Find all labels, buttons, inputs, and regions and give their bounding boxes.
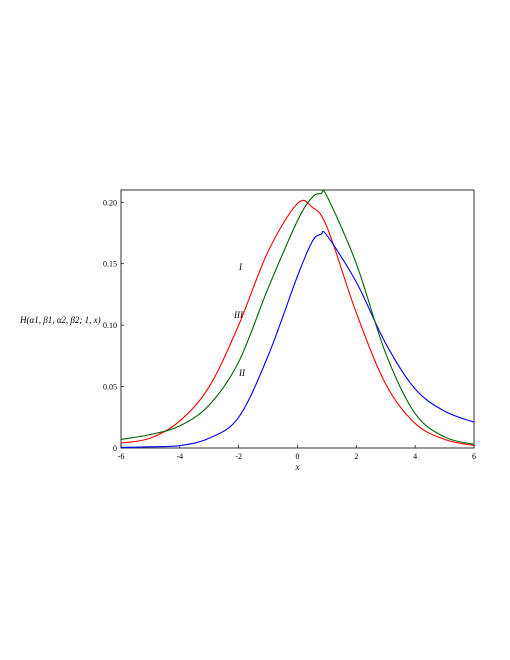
curve-label-II: II xyxy=(238,368,246,378)
series-line-II xyxy=(120,230,475,448)
x-tick-label: -4 xyxy=(176,452,183,461)
x-tick-label: -2 xyxy=(235,452,242,461)
series-line-I xyxy=(120,199,475,447)
x-tick-label: 6 xyxy=(472,452,476,461)
y-tick-label: 0.20 xyxy=(103,198,117,207)
plot-frame xyxy=(120,189,475,449)
series-line-III xyxy=(120,189,475,445)
y-tick-label: 0.15 xyxy=(103,260,117,269)
y-tick-label: 0.05 xyxy=(103,383,117,392)
x-tick-label: 4 xyxy=(413,452,417,461)
y-axis-ticks: 0 0.05 0.10 0.15 0.20 xyxy=(103,198,124,453)
curve-label-III: III xyxy=(233,310,244,320)
x-tick-label: 2 xyxy=(354,452,358,461)
y-axis-label: H(α1, β1, α2, β2; 1, x) xyxy=(19,315,101,325)
series-lines xyxy=(120,189,475,448)
y-tick-label: 0 xyxy=(113,444,117,453)
x-axis-label: x xyxy=(295,462,300,472)
x-axis-ticks: -6 -4 -2 0 2 4 6 xyxy=(118,445,476,461)
x-tick-label: -6 xyxy=(118,452,125,461)
curve-label-I: I xyxy=(238,262,243,272)
y-tick-label: 0.10 xyxy=(103,321,117,330)
x-tick-label: 0 xyxy=(296,452,300,461)
